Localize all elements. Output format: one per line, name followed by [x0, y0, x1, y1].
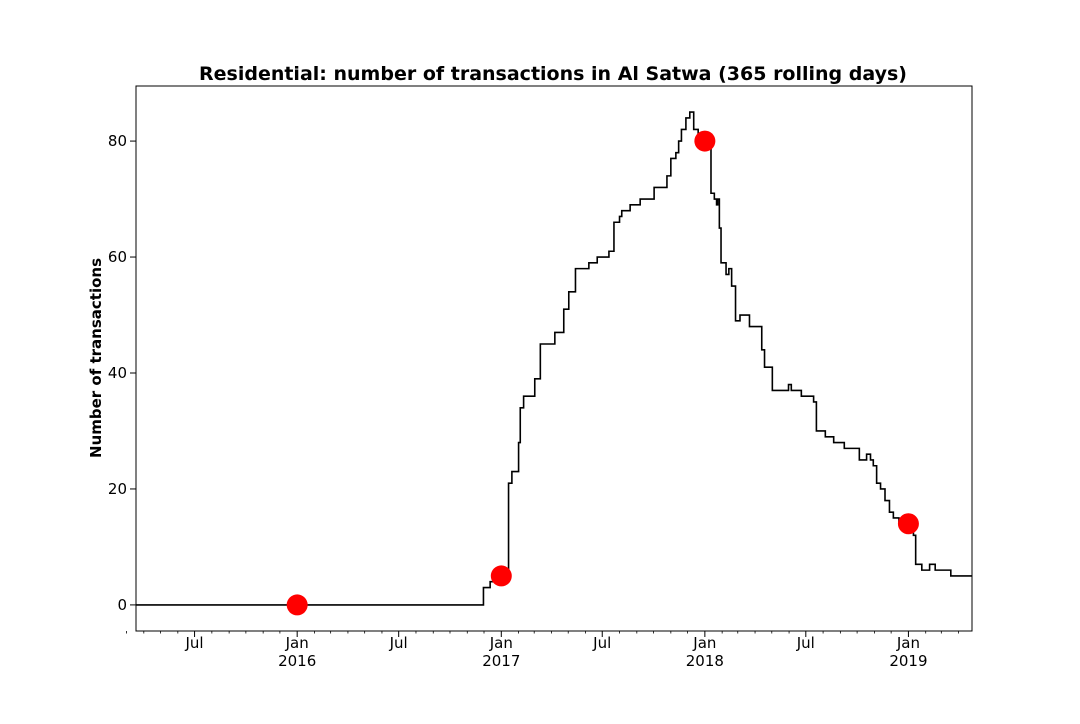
highlight-marker: [490, 565, 512, 587]
y-tick-label: 20: [108, 480, 127, 498]
highlight-marker: [286, 594, 308, 616]
x-tick-label: Jul: [389, 634, 408, 652]
x-tick-year-label: 2018: [686, 652, 724, 670]
plot-frame: [135, 85, 973, 632]
x-tick-label: Jan: [285, 634, 309, 652]
x-tick-label: Jul: [185, 634, 204, 652]
y-tick-label: 80: [108, 132, 127, 150]
x-tick-label: Jan: [692, 634, 716, 652]
x-tick-label: Jul: [592, 634, 611, 652]
y-tick-label: 40: [108, 364, 127, 382]
chart-title: Residential: number of transactions in A…: [199, 63, 907, 85]
x-tick-year-label: 2019: [889, 652, 927, 670]
x-tick-year-label: 2016: [278, 652, 316, 670]
highlight-marker: [897, 513, 919, 535]
y-axis-label: Number of transactions: [87, 258, 105, 458]
highlight-marker: [694, 130, 716, 152]
x-tick-year-label: 2017: [482, 652, 520, 670]
x-tick-label: Jan: [489, 634, 513, 652]
y-tick-label: 0: [117, 596, 127, 614]
x-tick-label: Jul: [796, 634, 815, 652]
y-tick-label: 60: [108, 248, 127, 266]
x-tick-label: Jan: [896, 634, 920, 652]
transactions-line: [136, 111, 972, 606]
